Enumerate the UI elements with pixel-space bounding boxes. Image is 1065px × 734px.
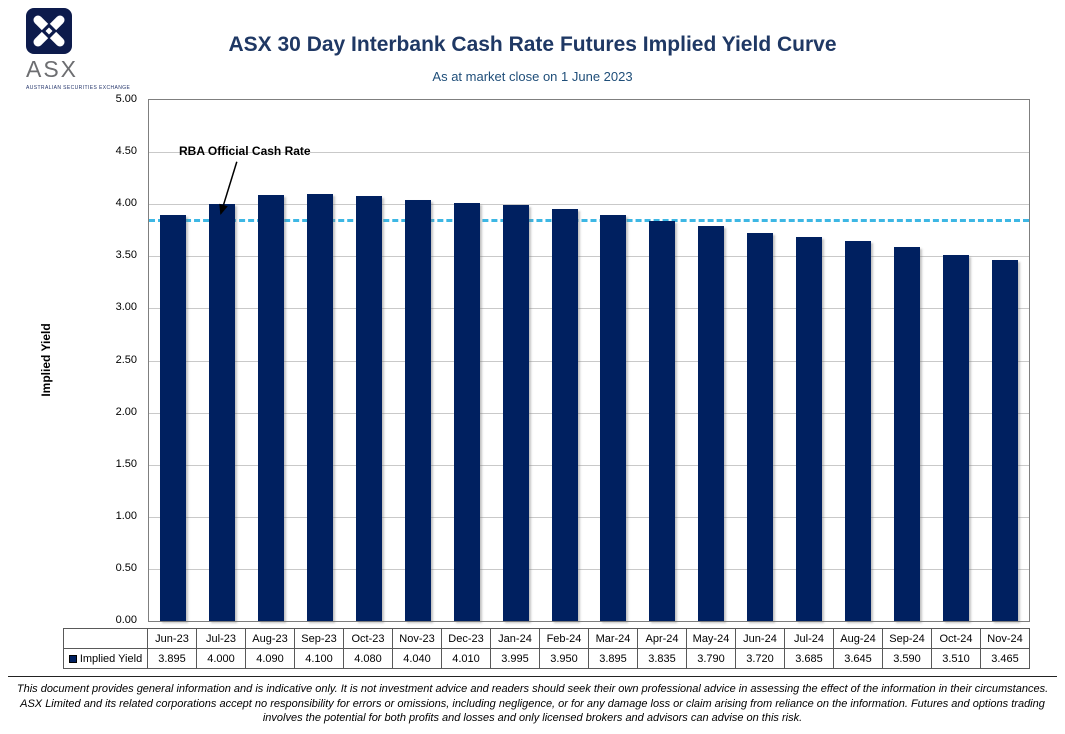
gridline [149,360,1029,362]
table-month-row: Jun-23 Jul-23 Aug-23 Sep-23 Oct-23 Nov-23 Dec-… [63,628,1030,649]
y-axis-labels: 0.00 0.50 1.00 1.50 2.00 2.50 3.00 3.50 4.00 4.50… [96,93,142,626]
bar-Mar-24 [600,215,627,621]
gridline [149,412,1029,414]
value-cell: 3.590 [882,648,932,669]
plot-area: RBA Official Cash Rate [148,99,1030,622]
y-axis-tick-label: 4.50 [115,145,137,158]
rba-cash-rate-line [149,218,1029,222]
bar-Nov-24 [991,259,1018,621]
month-header-cell: Nov-23 [392,628,442,649]
month-header-cell: Oct-24 [931,628,981,649]
value-cell: 3.645 [833,648,883,669]
y-axis-tick-label: 1.00 [115,509,137,522]
asx-brand-tagline: AUSTRALIAN SECURITIES EXCHANGE [26,85,131,91]
value-cell: 4.040 [392,648,442,669]
y-axis-tick-label: 1.50 [115,457,137,470]
month-header-cell: Jul-23 [196,628,246,649]
value-cell: 4.010 [441,648,491,669]
bar-Oct-24 [942,255,969,621]
table-value-row: Implied Yield 3.895 4.000 4.090 4.100 4.080 4… [63,648,1030,669]
gridline [149,568,1029,570]
month-header-cell: May-24 [686,628,736,649]
rba-annotation-label: RBA Official Cash Rate [179,144,311,158]
y-axis-tick-label: 0.50 [115,561,137,574]
bar-Aug-23 [258,194,285,621]
value-cell: 3.465 [980,648,1030,669]
value-cell: 4.000 [196,648,246,669]
y-axis-tick-label: 3.50 [115,249,137,262]
bar-Jul-24 [796,237,822,621]
gridline [149,516,1029,518]
y-axis-tick-label: 4.00 [115,197,137,210]
value-cell: 4.090 [245,648,295,669]
bar-Jun-23 [160,215,187,621]
table-row-header: Implied Yield [63,648,148,669]
month-header-cell: Nov-24 [980,628,1030,649]
chart-title: ASX 30 Day Interbank Cash Rate Futures I… [228,33,837,56]
asx-logo: ASX AUSTRALIAN SECURITIES EXCHANGE [26,8,146,91]
y-axis-title: Implied Yield [39,323,53,397]
month-header-cell: Dec-23 [441,628,491,649]
bar-Feb-24 [551,209,578,621]
footer-divider [8,676,1057,677]
month-header-cell: Mar-24 [588,628,638,649]
month-header-cell: Apr-24 [637,628,687,649]
bar-May-24 [698,226,725,621]
bar-Sep-23 [307,193,334,621]
gridline [149,152,1029,154]
y-axis-tick-label: 5.00 [115,93,137,105]
month-header-cell: Sep-24 [882,628,932,649]
bar-Jun-24 [747,233,774,621]
y-axis-tick-label: 2.00 [115,405,137,418]
month-header-cell: Sep-23 [294,628,344,649]
y-axis-tick-label: 3.00 [115,301,137,314]
value-cell: 3.835 [637,648,687,669]
table-blank-cell [63,628,148,649]
y-axis-tick-label: 0.00 [115,614,137,626]
value-cell: 4.080 [343,648,393,669]
legend-swatch-icon [68,654,77,663]
value-cell: 3.950 [539,648,589,669]
gridline [149,204,1029,206]
month-header-cell: Aug-24 [833,628,883,649]
month-header-cell: Oct-23 [343,628,393,649]
value-cell: 3.510 [931,648,981,669]
value-cell: 4.100 [294,648,344,669]
bar-Jul-23 [209,204,236,621]
month-header-cell: Aug-23 [245,628,295,649]
bar-Dec-23 [453,203,480,621]
gridline [149,464,1029,466]
bar-Sep-24 [893,246,920,621]
month-header-cell: Jun-23 [147,628,197,649]
y-axis-tick-label: 2.50 [115,353,137,366]
month-header-cell: Jul-24 [784,628,834,649]
value-cell: 3.895 [588,648,638,669]
bar-Apr-24 [649,221,676,621]
value-cell: 3.720 [735,648,785,669]
gridline [149,256,1029,258]
month-header-cell: Jan-24 [490,628,540,649]
month-header-cell: Jun-24 [735,628,785,649]
asx-logo-icon [26,8,72,54]
gridline [149,308,1029,310]
bar-Oct-23 [356,195,382,621]
value-cell: 3.685 [784,648,834,669]
value-cell: 3.895 [147,648,197,669]
value-cell: 3.790 [686,648,736,669]
month-header-cell: Feb-24 [539,628,589,649]
asx-brand-text: ASX [26,56,79,82]
bar-Jan-24 [502,204,529,621]
data-table: Jun-23 Jul-23 Aug-23 Sep-23 Oct-23 Nov-23 Dec-… [63,628,1030,669]
chart-subtitle: As at market close on 1 June 2023 [432,69,633,84]
disclaimer-text: This document provides general informati… [16,683,1049,725]
value-cell: 3.995 [490,648,540,669]
table-row-header-label: Implied Yield [79,652,143,665]
bar-Nov-23 [404,200,431,621]
bar-Aug-24 [844,241,871,621]
